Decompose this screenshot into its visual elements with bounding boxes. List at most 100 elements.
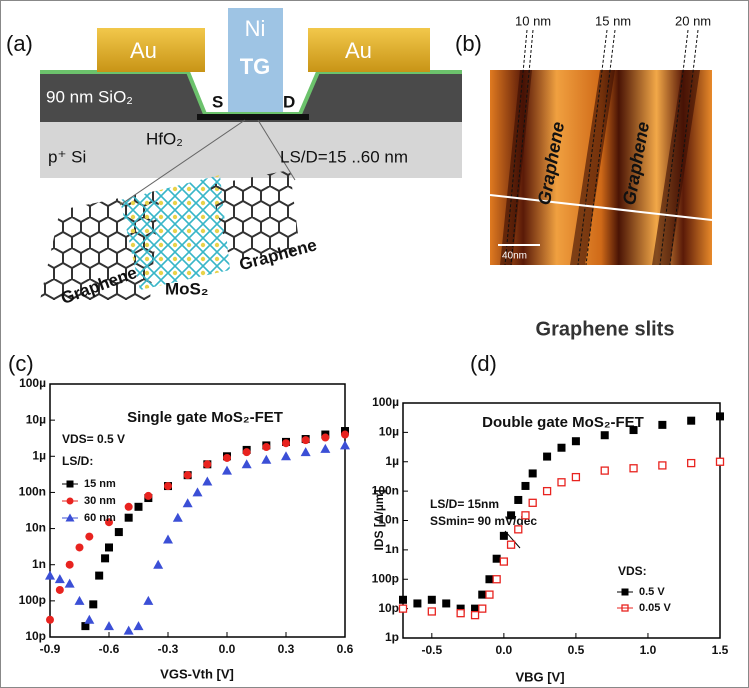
marker bbox=[427, 595, 436, 604]
legend-label: 60 nm bbox=[84, 512, 116, 524]
marker bbox=[74, 595, 85, 605]
marker bbox=[528, 469, 537, 478]
marker bbox=[715, 457, 725, 466]
marker bbox=[442, 599, 451, 608]
y-tick-label: 100n bbox=[372, 483, 399, 497]
x-tick-label: 1.0 bbox=[640, 643, 657, 657]
chart-title: Single gate MoS₂-FET bbox=[127, 409, 283, 426]
caption: Graphene slits bbox=[536, 318, 675, 340]
marker bbox=[478, 604, 487, 613]
marker bbox=[600, 466, 609, 475]
marker bbox=[514, 495, 523, 504]
y-tick-label: 1µ bbox=[385, 454, 399, 468]
marker bbox=[456, 604, 465, 613]
marker bbox=[528, 498, 537, 507]
marker bbox=[571, 472, 581, 482]
marker bbox=[282, 439, 290, 448]
marker bbox=[629, 464, 638, 473]
layer-label: D bbox=[283, 92, 295, 111]
marker bbox=[261, 454, 272, 464]
marker bbox=[687, 416, 696, 425]
marker bbox=[123, 625, 134, 635]
marker bbox=[143, 595, 154, 605]
x-axis-label: VGS-Vth [V] bbox=[160, 666, 234, 681]
marker bbox=[85, 532, 94, 541]
marker bbox=[514, 525, 523, 534]
marker bbox=[658, 461, 667, 470]
annotation: LS/D= 15nm bbox=[430, 497, 499, 511]
x-tick-label: -0.3 bbox=[158, 642, 179, 656]
marker bbox=[134, 502, 143, 511]
afm-image bbox=[489, 29, 713, 266]
layer-label: p⁺ Si bbox=[48, 147, 86, 166]
marker bbox=[46, 615, 54, 624]
marker bbox=[321, 433, 330, 442]
marker bbox=[89, 600, 98, 609]
marker bbox=[300, 447, 311, 457]
y-tick-label: 100µ bbox=[19, 376, 46, 390]
panel-label: (d) bbox=[470, 351, 497, 376]
plot-frame bbox=[49, 383, 346, 638]
layer-label: Ni bbox=[245, 16, 266, 41]
material-label: MoS₂ bbox=[165, 279, 208, 298]
marker bbox=[320, 443, 331, 453]
marker bbox=[341, 430, 349, 439]
slit-label: 10 nm bbox=[515, 13, 551, 28]
slit-label: 20 nm bbox=[675, 13, 711, 28]
layer-label: Au bbox=[345, 38, 372, 63]
marker bbox=[104, 621, 114, 631]
annotation: VDS: bbox=[618, 564, 647, 578]
marker bbox=[101, 554, 110, 563]
marker bbox=[114, 528, 123, 537]
marker bbox=[262, 443, 271, 452]
marker bbox=[182, 498, 193, 508]
marker bbox=[499, 531, 508, 540]
layer-label: HfO₂ bbox=[146, 129, 183, 148]
marker bbox=[485, 590, 494, 599]
layer-label: LS/D=15 ..60 nm bbox=[280, 147, 408, 166]
x-tick-label: 0.0 bbox=[219, 642, 236, 656]
y-tick-label: 100n bbox=[19, 485, 46, 499]
marker bbox=[153, 559, 164, 569]
marker bbox=[521, 511, 530, 520]
marker bbox=[470, 610, 480, 620]
layer-label: S bbox=[212, 92, 223, 111]
x-tick-label: 0.3 bbox=[278, 642, 295, 656]
x-tick-label: 0.6 bbox=[337, 642, 354, 656]
marker bbox=[203, 460, 212, 469]
marker bbox=[629, 426, 638, 435]
x-tick-label: 1.5 bbox=[712, 643, 729, 657]
marker bbox=[492, 554, 501, 563]
marker bbox=[124, 502, 133, 511]
legend-label: 0.5 V bbox=[639, 586, 665, 598]
slit-label: 15 nm bbox=[595, 13, 631, 28]
panel-label: (a) bbox=[6, 31, 33, 56]
marker bbox=[54, 574, 65, 584]
marker bbox=[105, 518, 113, 527]
marker bbox=[223, 453, 231, 462]
y-axis-label: IDS [A/µm] bbox=[372, 490, 386, 551]
device-cross-section bbox=[40, 8, 462, 300]
marker bbox=[172, 512, 183, 522]
marker bbox=[241, 459, 252, 469]
y-tick-label: 1n bbox=[32, 557, 46, 571]
x-axis-label: VBG [V] bbox=[515, 669, 564, 684]
marker bbox=[45, 570, 55, 580]
marker bbox=[506, 540, 516, 549]
marker bbox=[133, 621, 144, 631]
layer-label: Au bbox=[130, 38, 157, 63]
marker bbox=[81, 622, 90, 631]
marker bbox=[105, 543, 113, 552]
y-tick-label: 10n bbox=[25, 521, 46, 535]
marker bbox=[716, 412, 724, 421]
y-tick-label: 100p bbox=[19, 593, 46, 607]
chart-title: Double gate MoS₂-FET bbox=[482, 414, 644, 431]
legend-label: 30 nm bbox=[84, 495, 116, 507]
marker bbox=[571, 437, 580, 446]
y-tick-label: 10n bbox=[378, 513, 399, 527]
marker bbox=[413, 599, 422, 608]
y-tick-label: 10µ bbox=[26, 412, 46, 426]
scale-label: 40nm bbox=[502, 251, 527, 262]
marker bbox=[301, 436, 310, 445]
